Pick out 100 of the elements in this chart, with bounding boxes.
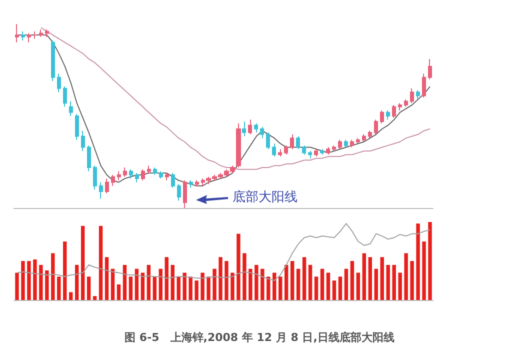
bar	[380, 257, 384, 300]
candlestick	[422, 73, 426, 98]
bar	[69, 292, 73, 300]
candlestick	[314, 148, 318, 157]
candlestick	[123, 167, 127, 178]
bar	[21, 261, 25, 300]
bar	[368, 257, 372, 300]
candlestick	[368, 130, 372, 139]
bar	[80, 226, 85, 300]
candlestick	[69, 100, 73, 116]
bar	[284, 264, 288, 300]
candlestick	[165, 172, 169, 181]
bar	[410, 261, 414, 300]
candlestick	[45, 29, 49, 38]
bar	[428, 222, 432, 300]
candlestick	[338, 139, 342, 150]
candlestick	[380, 110, 384, 124]
bar	[278, 276, 282, 300]
bar	[176, 276, 180, 300]
bar	[128, 276, 133, 300]
bar	[116, 284, 121, 300]
bar	[332, 280, 336, 300]
bar	[51, 253, 55, 300]
caption: 图 6-5 上海锌,2008 年 12 月 8 日,日线底部大阳线	[124, 330, 396, 345]
bar	[320, 268, 324, 300]
candlestick	[284, 144, 288, 156]
candlestick	[99, 182, 103, 200]
candlestick	[362, 134, 366, 142]
bar	[182, 272, 186, 300]
candlestick	[153, 167, 157, 176]
candlestick	[63, 86, 67, 108]
candlestick	[33, 30, 37, 40]
bar	[104, 257, 109, 300]
bar	[416, 224, 420, 300]
candlestick	[183, 180, 187, 208]
candlestick	[111, 174, 115, 186]
candlestick	[159, 170, 163, 180]
bar	[224, 261, 228, 300]
candlestick	[392, 104, 396, 118]
bar	[200, 272, 204, 300]
candlestick	[81, 130, 85, 152]
candlestick	[87, 144, 91, 172]
bar	[86, 276, 91, 300]
candlestick	[410, 88, 414, 104]
bar	[308, 264, 312, 300]
candlestick	[105, 178, 109, 194]
candlestick	[302, 144, 306, 156]
bar	[140, 272, 145, 300]
bar	[63, 242, 67, 300]
bar	[170, 264, 174, 300]
candlestick	[296, 136, 300, 150]
candlestick	[141, 168, 145, 181]
candlestick	[27, 32, 31, 43]
candlestick	[404, 98, 408, 108]
candlestick	[129, 168, 133, 180]
bar	[45, 270, 49, 300]
bar	[374, 268, 378, 300]
bar	[398, 272, 402, 300]
candlestick	[326, 146, 330, 156]
bar	[236, 234, 240, 300]
candlestick	[57, 73, 61, 93]
candlestick	[398, 102, 402, 111]
candlestick	[266, 132, 270, 150]
candlestick	[320, 148, 324, 156]
bar	[146, 264, 151, 300]
candlestick	[308, 150, 312, 159]
bar	[188, 276, 192, 300]
bar	[404, 253, 408, 300]
bar	[296, 268, 300, 300]
candlestick	[189, 180, 193, 188]
bar	[254, 264, 258, 300]
candlestick	[416, 90, 420, 100]
candlestick	[350, 139, 354, 148]
bar	[15, 272, 19, 300]
bar	[392, 264, 396, 300]
candlestick	[356, 138, 360, 144]
bar	[350, 261, 354, 300]
bar	[230, 272, 234, 300]
bar	[386, 264, 390, 300]
bar	[152, 276, 157, 300]
candlestick	[195, 180, 199, 186]
candlestick	[278, 148, 282, 157]
bar	[422, 242, 426, 300]
bar	[218, 257, 222, 300]
bar	[248, 268, 252, 300]
candlestick	[147, 165, 151, 174]
candlestick	[39, 29, 43, 38]
bar	[302, 257, 306, 300]
bar	[338, 276, 342, 300]
candlestick	[171, 172, 175, 188]
bar	[164, 257, 168, 300]
candlestick	[242, 121, 246, 137]
candlestick	[374, 119, 378, 135]
bar	[356, 272, 360, 300]
candlestick	[386, 110, 390, 120]
candlestick	[428, 58, 432, 80]
bar	[92, 296, 97, 300]
bar	[27, 261, 31, 300]
bar	[362, 253, 366, 300]
bar	[212, 268, 216, 300]
